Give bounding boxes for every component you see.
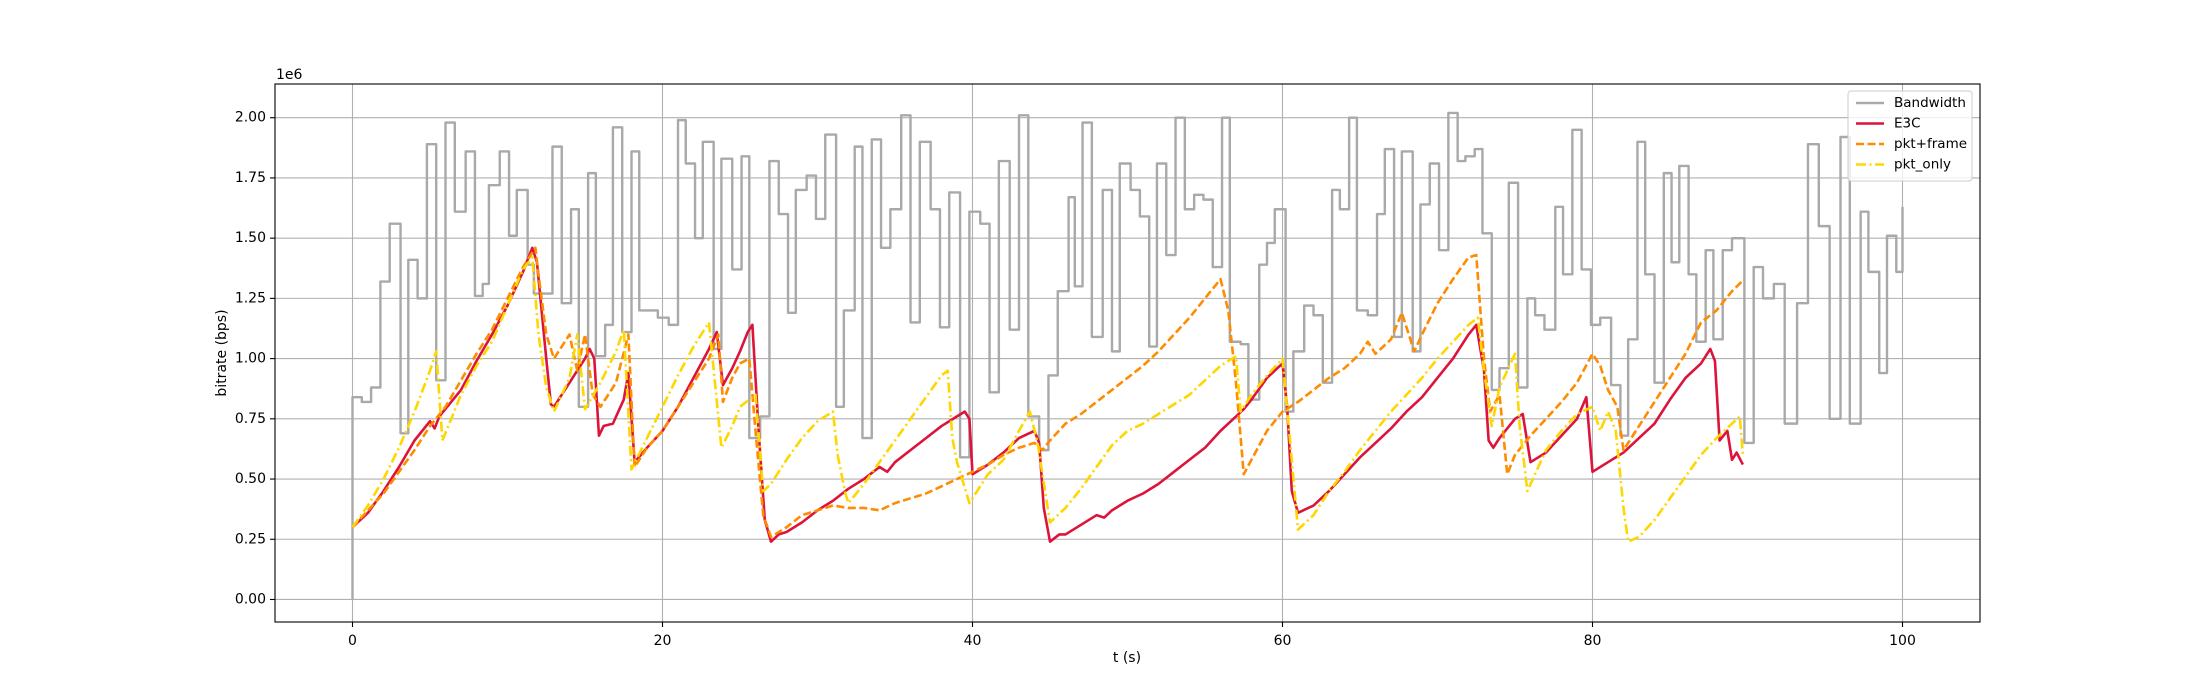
y-tick-label: 2.00 <box>235 110 266 126</box>
y-tick-label: 0.25 <box>235 531 266 547</box>
series-line <box>351 256 1745 543</box>
offset-text: 1e6 <box>276 67 303 83</box>
legend-box <box>1847 90 1973 182</box>
y-tick-label: 1.00 <box>235 351 266 367</box>
legend-label: Bandwidth <box>1894 95 1966 111</box>
y-tick-label: 1.50 <box>235 230 266 246</box>
series-line <box>351 111 1904 600</box>
x-tick-label: 0 <box>348 633 357 649</box>
y-tick-label: 1.75 <box>235 170 266 186</box>
legend-label: pkt_only <box>1894 157 1951 173</box>
y-axis-label: bitrate (bps) <box>214 309 230 396</box>
y-tick-label: 0.00 <box>235 591 266 607</box>
plot-frame <box>274 83 1981 623</box>
x-tick-label: 100 <box>1889 633 1916 649</box>
x-axis-label: t (s) <box>1113 650 1141 666</box>
legend-label: pkt+frame <box>1894 136 1967 152</box>
legend-label: E3C <box>1894 116 1921 132</box>
y-tick-label: 0.75 <box>235 411 266 427</box>
x-tick-label: 40 <box>964 633 982 649</box>
x-tick-label: 60 <box>1274 633 1292 649</box>
series-line <box>351 246 1745 543</box>
y-tick-label: 1.25 <box>235 290 266 306</box>
y-tick-label: 0.50 <box>235 471 266 487</box>
x-tick-label: 80 <box>1584 633 1602 649</box>
x-tick-label: 20 <box>654 633 672 649</box>
